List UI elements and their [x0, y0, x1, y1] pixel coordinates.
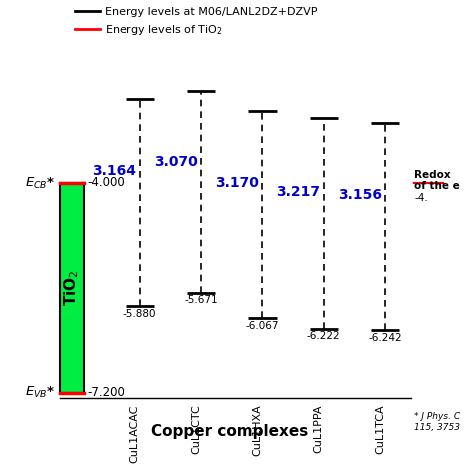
- Text: $E_{CB}$*: $E_{CB}$*: [25, 175, 55, 191]
- Text: * J Phys. C
115, 3753: * J Phys. C 115, 3753: [414, 412, 460, 432]
- Text: -6.067: -6.067: [246, 321, 279, 331]
- Text: CuL1PPA: CuL1PPA: [314, 405, 324, 453]
- Text: 3.164: 3.164: [92, 164, 137, 178]
- Text: TiO$_2$: TiO$_2$: [63, 270, 82, 306]
- Text: -6.242: -6.242: [368, 333, 402, 343]
- Text: CuL1TCA: CuL1TCA: [375, 405, 385, 454]
- Text: -5.880: -5.880: [123, 309, 156, 319]
- Text: CuL1ACAC: CuL1ACAC: [130, 405, 140, 463]
- Legend: Energy levels at M06/LANL2DZ+DZVP, Energy levels of TiO$_2$: Energy levels at M06/LANL2DZ+DZVP, Energ…: [71, 3, 322, 41]
- Text: CuL1CTC: CuL1CTC: [191, 405, 201, 454]
- Text: 3.156: 3.156: [338, 189, 382, 202]
- Text: -6.222: -6.222: [307, 331, 340, 341]
- Text: $E_{VB}$*: $E_{VB}$*: [25, 385, 55, 401]
- Text: 3.170: 3.170: [215, 176, 259, 191]
- Text: Redox
of the e: Redox of the e: [414, 170, 460, 191]
- Text: -5.671: -5.671: [184, 295, 218, 305]
- Bar: [60, 183, 83, 393]
- Text: -4.000: -4.000: [87, 176, 125, 190]
- Text: 3.217: 3.217: [276, 184, 320, 199]
- Text: -7.200: -7.200: [87, 386, 125, 399]
- Text: Copper complexes: Copper complexes: [152, 424, 309, 438]
- Text: 3.070: 3.070: [154, 155, 198, 169]
- Text: CuL1HXA: CuL1HXA: [252, 405, 263, 456]
- Text: -4.: -4.: [414, 193, 428, 203]
